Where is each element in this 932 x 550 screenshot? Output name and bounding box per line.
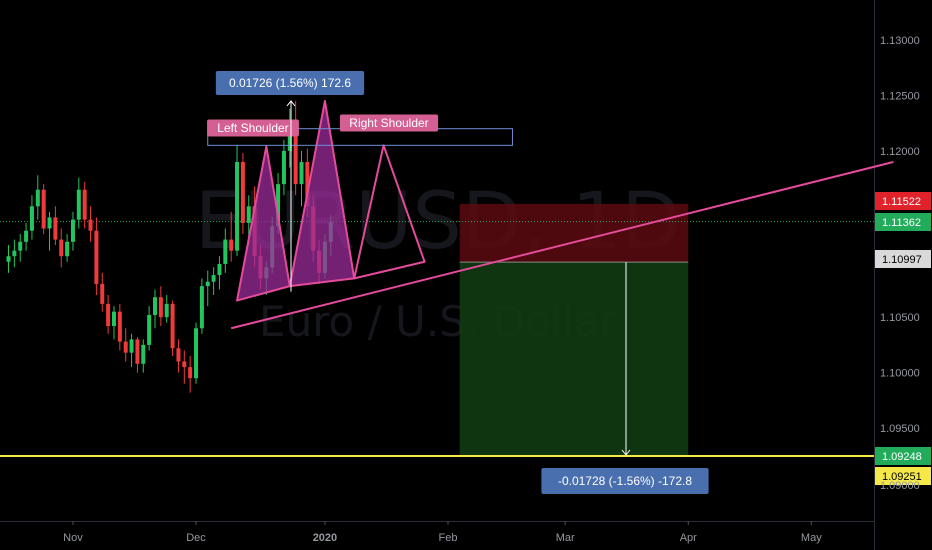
- candle-body: [223, 239, 228, 264]
- x-tick-label: Mar: [556, 532, 575, 544]
- candle-body: [147, 314, 152, 345]
- candle-body: [229, 239, 234, 251]
- pattern-triangle-3: [353, 144, 426, 280]
- measure-up-label: 0.01726 (1.56%) 172.6: [215, 71, 365, 95]
- y-tick-label: 1.13000: [880, 35, 920, 47]
- candle-body: [65, 241, 70, 257]
- candle-body: [47, 217, 52, 229]
- x-tick-label: Feb: [439, 532, 458, 544]
- candle-body: [235, 161, 240, 251]
- price-badge-text: 1.11522: [882, 196, 921, 208]
- x-tick-label: Apr: [680, 532, 697, 544]
- candle-body: [70, 219, 75, 242]
- candle-body: [106, 303, 111, 327]
- candle-body: [293, 128, 298, 185]
- candle-body: [135, 339, 140, 364]
- position-target-zone: [459, 262, 689, 456]
- candle-body: [170, 303, 175, 349]
- price-badge-text: 1.09251: [882, 471, 922, 483]
- candle-body: [82, 189, 87, 220]
- candle-body: [211, 275, 216, 282]
- candle-body: [76, 189, 81, 220]
- candle-body: [240, 161, 245, 223]
- candle-body: [153, 297, 157, 315]
- y-tick-label: 1.09500: [880, 423, 920, 435]
- price-badge-text: 1.10997: [882, 254, 922, 266]
- measure-up-arrowhead: [286, 100, 296, 107]
- candle-body: [176, 348, 181, 362]
- price-badge: 1.11362: [875, 213, 931, 231]
- y-tick-label: 1.12000: [880, 146, 920, 158]
- candle-body: [188, 367, 193, 379]
- candle-body: [111, 311, 116, 327]
- candle-body: [305, 161, 310, 207]
- y-tick-label: 1.10500: [880, 312, 920, 324]
- left-shoulder-label-bg: [207, 119, 299, 137]
- price-badge: 1.09251: [875, 467, 931, 485]
- price-badge: 1.09248: [875, 447, 931, 465]
- price-badge-text: 1.09248: [882, 451, 922, 463]
- measure-up-label-bg: [215, 71, 365, 95]
- x-tick-label: Dec: [186, 532, 206, 544]
- candle-body: [41, 189, 46, 229]
- candle-body: [281, 150, 286, 185]
- measure-down-label-bg: [541, 468, 709, 494]
- right-shoulder-label: Right Shoulder: [339, 114, 439, 132]
- price-badge-bg: [875, 467, 931, 485]
- candle-body: [158, 297, 163, 318]
- left-shoulder-label: Left Shoulder: [207, 119, 299, 137]
- right-shoulder-label-bg: [339, 114, 439, 132]
- candle-body: [100, 283, 105, 304]
- candle-body: [199, 286, 204, 329]
- price-badge-bg: [875, 192, 931, 210]
- candle-body: [194, 328, 199, 379]
- candle-body: [18, 241, 23, 251]
- pattern-triangle-2: [288, 99, 356, 288]
- candle-body: [12, 250, 17, 257]
- candle-body: [205, 281, 210, 287]
- candle-body: [129, 339, 134, 353]
- price-badge-bg: [875, 250, 931, 268]
- neckline-trendline: [230, 160, 894, 330]
- left-shoulder-label-text: Left Shoulder: [217, 121, 288, 135]
- y-tick-label: 1.12500: [880, 90, 920, 102]
- candle-body: [164, 303, 169, 318]
- candle-body: [59, 239, 64, 257]
- candle-body: [88, 219, 93, 231]
- price-badge-text: 1.11362: [882, 217, 921, 229]
- candle-body: [287, 128, 292, 151]
- x-tick-label: Nov: [63, 532, 83, 544]
- measure-down-label: -0.01728 (-1.56%) -172.8: [541, 468, 709, 494]
- candle-body: [94, 230, 99, 284]
- candle-body: [141, 344, 146, 364]
- measure-down-label-text: -0.01728 (-1.56%) -172.8: [558, 474, 692, 488]
- candle-body: [217, 263, 222, 276]
- pattern-triangle-1: [236, 145, 291, 302]
- y-tick-label: 1.09000: [880, 480, 920, 492]
- y-tick-label: 1.10000: [880, 368, 920, 380]
- candle-body: [123, 341, 128, 353]
- candle-body: [299, 161, 304, 185]
- candle-body: [53, 217, 58, 240]
- candle-body: [182, 361, 187, 368]
- candle-body: [246, 206, 251, 223]
- right-shoulder-label-text: Right Shoulder: [349, 116, 428, 130]
- measure-up-label-text: 0.01726 (1.56%) 172.6: [229, 76, 351, 90]
- price-badge: 1.10997: [875, 250, 931, 268]
- price-badge: 1.11522: [875, 192, 931, 210]
- position-stop-zone: [459, 203, 689, 263]
- candle-body: [24, 230, 29, 242]
- candle-body: [6, 256, 11, 262]
- candle-body: [29, 206, 34, 231]
- candle-body: [117, 311, 122, 342]
- x-tick-label: 2020: [313, 532, 337, 544]
- price-badge-bg: [875, 447, 931, 465]
- price-badge-bg: [875, 213, 931, 231]
- candle-body: [276, 184, 281, 227]
- x-tick-label: May: [801, 532, 822, 544]
- candle-body: [35, 189, 40, 207]
